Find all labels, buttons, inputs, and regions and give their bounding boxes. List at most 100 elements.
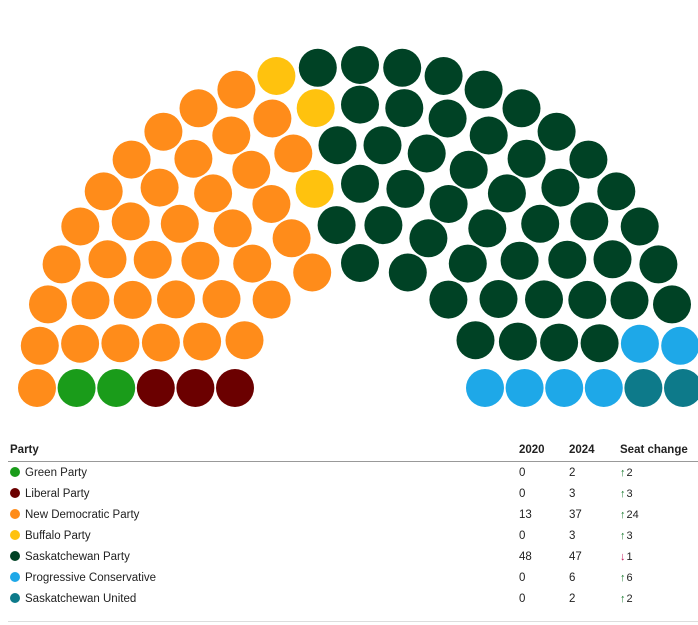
seat-new-democratic-party — [293, 253, 332, 292]
seat-change-value: 2 — [626, 466, 633, 479]
seat-saskatchewan-party — [540, 323, 579, 362]
seat-new-democratic-party — [141, 323, 180, 362]
seat-liberal-party — [136, 369, 175, 407]
arrow-up-icon: ↑ — [620, 529, 626, 542]
party-cell: Buffalo Party — [8, 525, 517, 546]
seat-new-democratic-party — [133, 240, 172, 279]
seat-saskatchewan-party — [363, 126, 402, 165]
seat-new-democratic-party — [174, 139, 213, 178]
table-row: Saskatchewan United 0 2 ↑2 — [8, 588, 698, 609]
seat-new-democratic-party — [111, 202, 150, 241]
seats-2020: 0 — [519, 592, 526, 605]
seat-saskatchewan-party — [570, 202, 609, 241]
seat-saskatchewan-party — [424, 57, 463, 95]
seat-saskatchewan-party — [593, 240, 632, 279]
arrow-up-icon: ↑ — [620, 508, 626, 521]
seat-saskatchewan-party — [448, 244, 487, 283]
seat-new-democratic-party — [140, 168, 179, 207]
seat-new-democratic-party — [194, 174, 233, 213]
seat-new-democratic-party — [253, 99, 292, 138]
party-color-dot — [10, 571, 20, 582]
party-color-dot — [10, 592, 20, 603]
party-color-dot — [10, 487, 20, 498]
seat-saskatchewan-party — [525, 280, 563, 319]
seat-new-democratic-party — [84, 172, 123, 211]
seat-new-democratic-party — [232, 150, 271, 189]
seat-saskatchewan-party — [383, 48, 422, 87]
bottom-divider — [8, 621, 698, 622]
party-name: Saskatchewan United — [25, 592, 137, 605]
table-row: New Democratic Party 13 37 ↑24 — [8, 504, 698, 525]
party-name: Progressive Conservative — [25, 571, 157, 584]
seat-new-democratic-party — [272, 219, 311, 258]
table-header-row: Party 2020 2024 Seat change — [8, 440, 698, 462]
seat-saskatchewan-party — [468, 209, 507, 248]
party-color-dot — [10, 466, 20, 477]
seat-saskatchewan-party — [456, 321, 495, 360]
seat-buffalo-party — [295, 169, 334, 208]
seats-2024: 6 — [569, 571, 576, 584]
seat-change-value: 3 — [626, 529, 633, 542]
seats-2020: 0 — [519, 487, 526, 500]
seat-new-democratic-party — [61, 207, 100, 246]
seats-2024: 47 — [569, 550, 582, 563]
seat-change: ↑2 — [618, 588, 698, 609]
seats-2024: 37 — [569, 508, 582, 521]
seat-new-democratic-party — [181, 241, 220, 280]
seat-green-party — [97, 369, 136, 407]
seat-saskatchewan-party — [318, 126, 357, 165]
seat-saskatchewan-party — [569, 140, 608, 179]
seat-saskatchewan-party — [498, 322, 537, 361]
seats-2020: 0 — [519, 571, 526, 584]
seat-new-democratic-party — [144, 112, 183, 151]
arrow-up-icon: ↑ — [620, 487, 626, 500]
party-color-dot — [10, 529, 20, 540]
party-cell: Saskatchewan United — [8, 588, 517, 609]
arrow-up-icon: ↑ — [620, 466, 626, 479]
seat-progressive-conservative — [545, 369, 584, 407]
seat-saskatchewan-party — [548, 240, 587, 279]
table-row: Buffalo Party 0 3 ↑3 — [8, 525, 698, 546]
header-party: Party — [8, 440, 517, 462]
party-color-dot — [10, 508, 20, 519]
seats-2020: 48 — [519, 550, 532, 563]
seat-new-democratic-party — [225, 321, 264, 360]
seat-new-democratic-party — [233, 244, 272, 283]
seat-saskatchewan-party — [507, 139, 546, 178]
seat-new-democratic-party — [20, 326, 59, 365]
seats-2024: 2 — [569, 592, 576, 605]
seat-buffalo-party — [296, 89, 335, 128]
seat-change-value: 3 — [626, 487, 633, 500]
table-body: Green Party 0 2 ↑2 Liberal Party 0 3 ↑3 New Demo… — [8, 462, 698, 610]
seat-saskatchewan-party — [500, 241, 539, 280]
seat-saskatchewan-party — [341, 164, 379, 203]
seat-saskatchewan-party — [620, 207, 659, 246]
seat-saskatchewan-party — [537, 112, 576, 151]
seat-progressive-conservative — [584, 369, 623, 407]
seat-saskatchewan-party — [385, 89, 424, 128]
seat-change-value: 1 — [626, 550, 633, 563]
seats-2020: 0 — [519, 466, 526, 479]
seat-saskatchewan-united — [624, 369, 663, 407]
seat-new-democratic-party — [88, 240, 127, 279]
seat-saskatchewan-party — [479, 280, 518, 318]
seat-new-democratic-party — [252, 280, 291, 319]
seat-saskatchewan-party — [653, 285, 691, 324]
seat-new-democratic-party — [160, 204, 199, 243]
seat-green-party — [57, 369, 96, 407]
seat-saskatchewan-party — [464, 70, 503, 109]
seat-saskatchewan-party — [341, 244, 379, 282]
header-2020: 2020 — [517, 440, 567, 462]
seat-change-value: 6 — [626, 571, 633, 584]
party-name: Buffalo Party — [25, 529, 91, 542]
seat-liberal-party — [216, 369, 254, 407]
seat-new-democratic-party — [252, 185, 291, 223]
seat-saskatchewan-party — [521, 204, 560, 243]
seat-new-democratic-party — [42, 245, 81, 284]
seat-saskatchewan-party — [409, 219, 448, 258]
seat-buffalo-party — [257, 57, 296, 95]
party-name: Liberal Party — [25, 487, 90, 500]
seat-new-democratic-party — [61, 324, 100, 363]
seat-new-democratic-party — [101, 324, 140, 363]
seat-saskatchewan-party — [407, 134, 446, 173]
